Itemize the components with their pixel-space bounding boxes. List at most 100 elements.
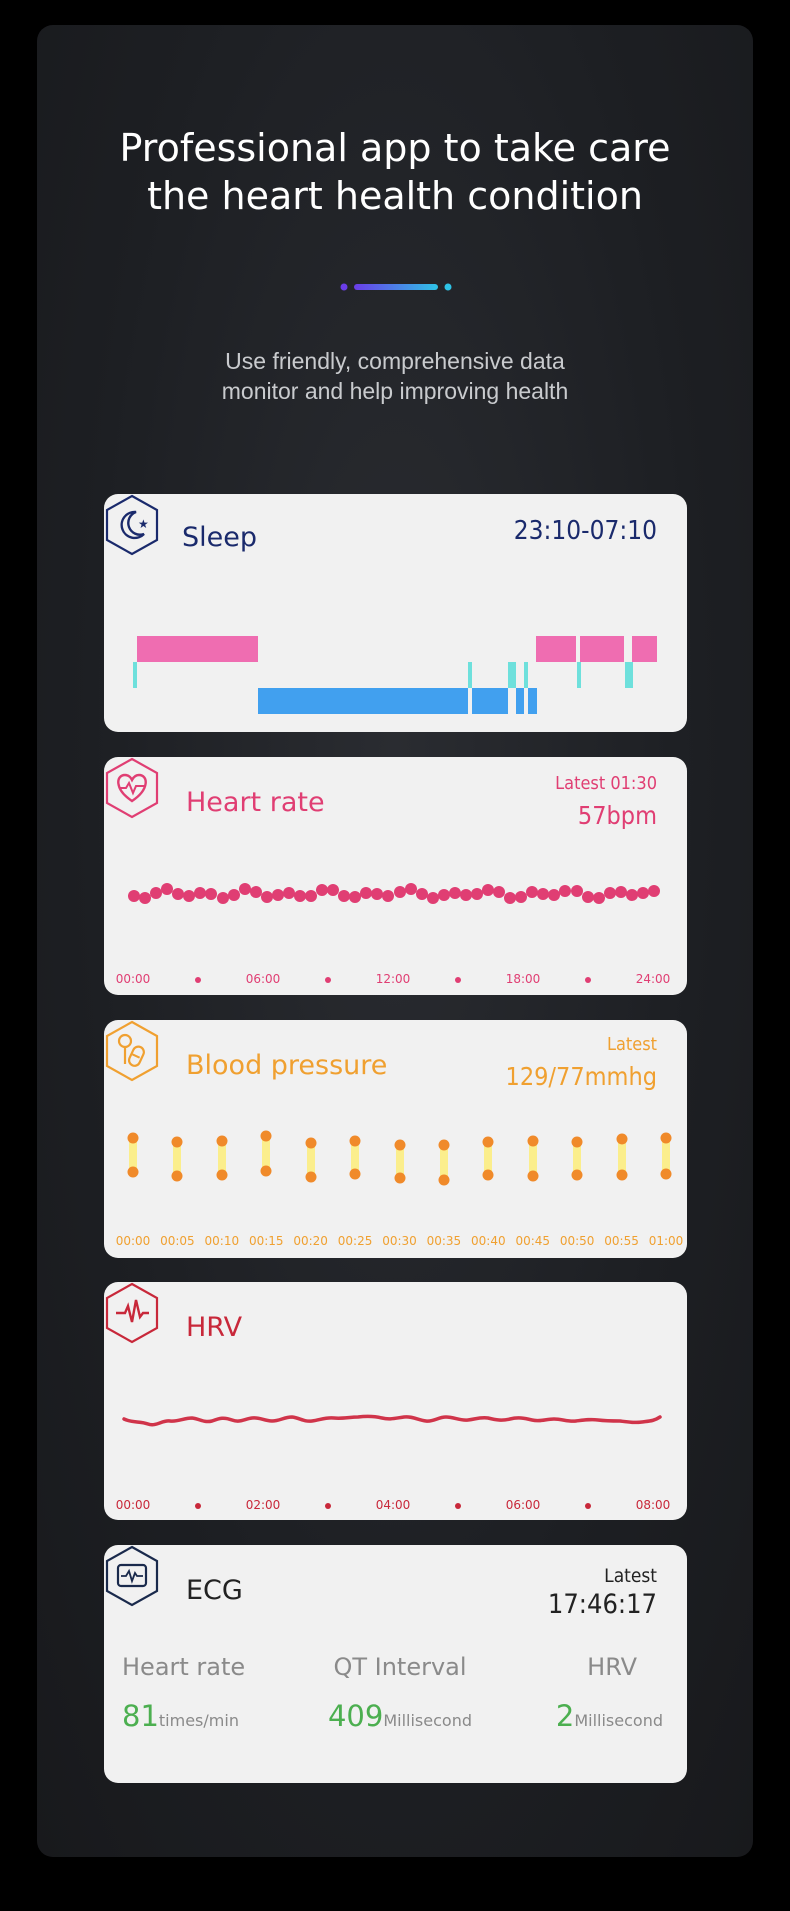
heart-pulse-icon — [105, 757, 159, 819]
sleep-bar-deep — [258, 688, 468, 714]
blood-pressure-latest-label: Latest — [606, 1034, 657, 1055]
heart-rate-point — [382, 890, 395, 903]
axis-tick-label: 02:00 — [245, 1498, 281, 1512]
ecg-metric-label: HRV — [587, 1653, 637, 1681]
sleep-range: 23:10-07:10 — [513, 516, 657, 546]
sleep-bar-awake — [536, 636, 576, 662]
ecg-monitor-icon — [105, 1545, 159, 1607]
heart-rate-point — [570, 885, 583, 898]
sleep-bar-light — [625, 662, 633, 688]
heart-rate-point — [526, 886, 539, 899]
blood-pressure-card[interactable]: Blood pressure Latest 129/77mmhg 00:00 00… — [104, 1020, 687, 1258]
blood-pressure-point — [127, 1166, 139, 1178]
heart-rate-point — [559, 885, 572, 898]
sleep-bar-awake — [580, 636, 624, 662]
blood-pressure-point — [482, 1136, 494, 1148]
blood-pressure-point — [171, 1170, 183, 1182]
heart-rate-latest-label: Latest 01:30 — [555, 773, 657, 794]
heart-rate-point — [194, 887, 207, 900]
blood-pressure-range-bar — [617, 1139, 626, 1175]
heart-rate-point — [581, 891, 594, 904]
heart-rate-point — [470, 888, 483, 901]
axis-tick-label: 00:00 — [115, 1234, 151, 1248]
blood-pressure-point — [660, 1168, 672, 1180]
axis-tick-label: 00:55 — [604, 1234, 639, 1248]
heart-rate-point — [338, 889, 351, 902]
axis-tick-label: 01:00 — [648, 1234, 684, 1248]
heart-rate-point — [227, 888, 240, 901]
axis-tick-label: 00:00 — [115, 972, 151, 986]
ecg-metric-label: Heart rate — [122, 1653, 246, 1681]
sleep-bar-light — [577, 662, 581, 688]
blood-pressure-range-bar — [395, 1145, 404, 1178]
axis-separator-dot — [455, 977, 461, 983]
axis-tick-label: 00:30 — [382, 1234, 417, 1248]
heart-rate-point — [172, 887, 185, 900]
heart-rate-point — [537, 887, 550, 900]
heart-rate-point — [459, 889, 472, 902]
heart-rate-point — [614, 885, 627, 898]
axis-tick-label: 06:00 — [245, 972, 281, 986]
hero-title: Professional app to take care the heart … — [119, 126, 671, 218]
heart-rate-point — [636, 887, 649, 900]
moon-star-icon: ★ — [105, 494, 159, 556]
blood-pressure-title: Blood pressure — [186, 1050, 388, 1081]
pill-icon — [105, 1020, 159, 1082]
heart-rate-point — [493, 886, 506, 899]
blood-pressure-range-bar — [351, 1141, 360, 1174]
heart-rate-latest-value: 57bpm — [577, 801, 657, 830]
blood-pressure-point — [305, 1137, 317, 1149]
axis-separator-dot — [325, 1503, 331, 1509]
blood-pressure-point — [394, 1139, 405, 1151]
blood-pressure-range-bar — [217, 1141, 226, 1175]
blood-pressure-latest-value: 129/77mmhg — [505, 1062, 657, 1091]
ecg-metric-qt-interval: QT Interval 409Millisecond — [300, 1653, 500, 1733]
heart-rate-point — [349, 890, 362, 903]
blood-pressure-point — [349, 1168, 361, 1180]
axis-tick-label: 00:15 — [248, 1234, 284, 1248]
axis-tick-label: 00:35 — [426, 1234, 462, 1248]
heart-rate-point — [249, 885, 262, 898]
heart-rate-point — [360, 887, 373, 900]
ecg-metric-unit: times/min — [158, 1711, 239, 1730]
axis-separator-dot — [455, 1503, 461, 1509]
sleep-bar-light — [524, 662, 528, 688]
heart-rate-point — [150, 886, 163, 899]
sleep-title: Sleep — [182, 522, 258, 553]
blood-pressure-range-bar — [439, 1145, 448, 1180]
heart-rate-point — [128, 890, 140, 902]
blood-pressure-point — [127, 1132, 139, 1144]
ecg-metric-value: 2 — [555, 1699, 575, 1733]
axis-tick-label: 00:00 — [115, 1498, 151, 1512]
blood-pressure-point — [527, 1170, 539, 1182]
pulse-line-icon — [105, 1282, 159, 1344]
axis-tick-label: 04:00 — [375, 1498, 411, 1512]
heart-rate-point — [260, 890, 273, 903]
blood-pressure-range-bar — [662, 1138, 670, 1174]
hrv-line-chart — [122, 1414, 662, 1427]
axis-tick-label: 08:00 — [635, 1498, 671, 1512]
axis-tick-label: 00:40 — [471, 1234, 506, 1248]
blood-pressure-point — [660, 1132, 672, 1144]
heart-rate-point — [648, 884, 660, 897]
blood-pressure-point — [571, 1169, 583, 1181]
blood-pressure-point — [482, 1169, 494, 1181]
heart-rate-point — [592, 892, 605, 905]
ecg-card[interactable]: ECG Latest 17:46:17 Heart rate 81times/m… — [104, 1545, 687, 1783]
sleep-bar-deep — [516, 688, 524, 714]
ecg-latest-time: 17:46:17 — [547, 1589, 657, 1620]
hrv-card[interactable]: HRV 00:00 02:00 04:00 06:00 08:00 — [104, 1282, 687, 1520]
blood-pressure-point — [438, 1174, 450, 1186]
hero-subtitle: Use friendly, comprehensive data monitor… — [221, 348, 569, 404]
heart-rate-card[interactable]: Heart rate Latest 01:30 57bpm 00:00 06:00… — [104, 757, 687, 995]
blood-pressure-point — [616, 1133, 628, 1145]
heart-rate-point — [448, 886, 461, 899]
axis-tick-label: 06:00 — [505, 1498, 541, 1512]
heart-rate-point — [515, 890, 528, 903]
blood-pressure-range-bar — [484, 1142, 493, 1175]
heart-rate-point — [426, 892, 439, 905]
sleep-card[interactable]: ★ Sleep 23:10-07:10 — [104, 494, 687, 732]
ecg-metric-hrv: HRV 2Millisecond — [556, 1653, 663, 1733]
sleep-stage-chart — [133, 636, 657, 714]
ecg-metric-unit: Millisecond — [383, 1711, 472, 1730]
